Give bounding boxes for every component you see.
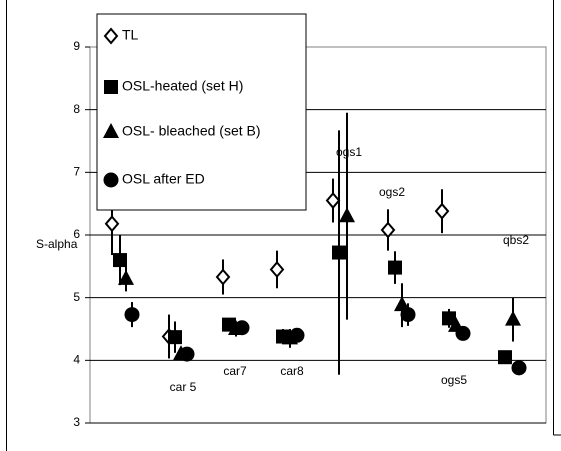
data-point bbox=[434, 202, 450, 220]
y-tick-label: 9 bbox=[73, 39, 80, 53]
data-point bbox=[289, 327, 305, 343]
square-marker bbox=[168, 330, 182, 345]
y-tick-label: 6 bbox=[73, 227, 80, 241]
y-tick-label: 4 bbox=[73, 353, 80, 367]
circle-marker bbox=[103, 172, 119, 188]
annotation-label: ogs2 bbox=[379, 185, 405, 199]
circle-marker bbox=[400, 307, 416, 323]
series-2 bbox=[113, 130, 512, 375]
annotation-label: ogs1 bbox=[336, 145, 362, 159]
group-annotations: car 5 car7 car8 ogs1 ogs2 ogs5 qbs2 bbox=[170, 145, 530, 394]
square-marker bbox=[498, 350, 512, 365]
data-point bbox=[455, 325, 471, 341]
legend-marker bbox=[104, 80, 118, 94]
data-point bbox=[511, 360, 527, 376]
triangle-marker bbox=[118, 269, 134, 285]
y-tick-label: 3 bbox=[73, 415, 80, 429]
diamond-marker bbox=[104, 215, 120, 233]
legend: TL OSL-heated (set H) OSL- bleached (set B… bbox=[96, 13, 307, 211]
circle-marker bbox=[289, 327, 305, 343]
circle-marker bbox=[455, 325, 471, 341]
legend-label: TL bbox=[122, 27, 139, 43]
data-point bbox=[400, 307, 416, 323]
series-4 bbox=[124, 302, 527, 376]
legend-label: OSL after ED bbox=[122, 171, 205, 187]
legend-marker bbox=[103, 172, 119, 188]
diamond-marker bbox=[325, 191, 341, 210]
legend-box bbox=[96, 13, 307, 211]
square-marker bbox=[104, 80, 118, 94]
legend-marker bbox=[103, 27, 119, 45]
data-point bbox=[113, 253, 127, 268]
diamond-marker bbox=[215, 268, 231, 286]
data-point bbox=[332, 245, 346, 260]
square-marker bbox=[388, 260, 402, 275]
legend-marker bbox=[103, 123, 119, 138]
data-point bbox=[380, 221, 396, 239]
data-point bbox=[505, 310, 521, 326]
data-point bbox=[179, 346, 195, 362]
legend-label: OSL-heated (set H) bbox=[122, 78, 243, 94]
circle-marker bbox=[179, 346, 195, 362]
square-marker bbox=[442, 311, 456, 326]
triangle-marker bbox=[505, 310, 521, 326]
square-marker bbox=[113, 253, 127, 268]
data-point bbox=[118, 269, 134, 285]
y-tick-label: 7 bbox=[73, 165, 80, 179]
data-point bbox=[388, 260, 402, 275]
circle-marker bbox=[234, 320, 250, 336]
diamond-marker bbox=[434, 202, 450, 220]
annotation-label: car 5 bbox=[170, 380, 197, 394]
y-tick-labels: 3 4 5 6 7 8 9 bbox=[73, 39, 80, 429]
circle-marker bbox=[511, 360, 527, 376]
square-marker bbox=[332, 245, 346, 260]
diamond-marker bbox=[269, 260, 285, 279]
data-point bbox=[124, 307, 140, 323]
circle-marker bbox=[124, 307, 140, 323]
annotation-label: qbs2 bbox=[503, 233, 529, 247]
diamond-marker bbox=[380, 221, 396, 239]
annotation-label: ogs5 bbox=[441, 373, 467, 387]
data-point bbox=[215, 268, 231, 286]
data-point bbox=[269, 260, 285, 279]
y-tick-label: 5 bbox=[73, 290, 80, 304]
legend-label: OSL- bleached (set B) bbox=[122, 123, 261, 139]
annotation-label: car7 bbox=[223, 364, 247, 378]
data-point bbox=[442, 311, 456, 326]
annotation-label: car8 bbox=[280, 364, 304, 378]
data-point bbox=[339, 207, 355, 223]
data-point bbox=[498, 350, 512, 365]
data-point bbox=[168, 330, 182, 345]
y-axis-label: S-alpha bbox=[36, 237, 78, 251]
data-point bbox=[234, 320, 250, 336]
y-tick-label: 8 bbox=[73, 102, 80, 116]
diamond-marker bbox=[103, 27, 119, 45]
triangle-marker bbox=[339, 207, 355, 223]
data-point bbox=[104, 215, 120, 233]
data-point bbox=[325, 191, 341, 210]
triangle-marker bbox=[103, 123, 119, 138]
data-marks bbox=[104, 112, 527, 376]
